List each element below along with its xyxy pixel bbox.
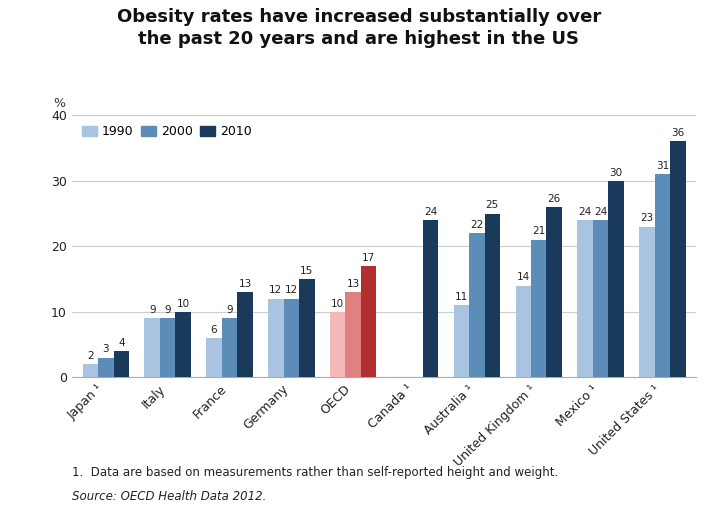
Bar [423,220,438,377]
Text: Obesity rates have increased substantially over
the past 20 years and are highes: Obesity rates have increased substantial… [117,8,601,48]
Text: 11: 11 [454,292,468,302]
Text: 31: 31 [656,161,669,171]
Text: 12: 12 [269,286,282,296]
Text: 21: 21 [532,226,546,236]
Bar [222,318,237,377]
Bar [485,214,500,377]
Bar [160,318,175,377]
Text: 36: 36 [671,128,684,138]
Text: 12: 12 [285,286,298,296]
Text: 25: 25 [486,200,499,210]
Text: 26: 26 [548,194,561,204]
Bar [670,141,686,377]
Text: 10: 10 [331,299,345,309]
Bar [345,292,361,377]
Text: %: % [54,97,65,110]
Text: 23: 23 [640,213,653,223]
Bar [83,364,98,377]
Text: 4: 4 [118,338,125,348]
Text: 13: 13 [238,279,251,289]
Text: 17: 17 [362,253,376,263]
Text: 2: 2 [87,351,93,361]
Text: 30: 30 [610,168,623,178]
Text: 1.  Data are based on measurements rather than self-reported height and weight.: 1. Data are based on measurements rather… [72,466,558,479]
Bar [577,220,593,377]
Bar [454,305,469,377]
Bar [655,174,670,377]
Text: 24: 24 [424,207,437,217]
Legend: 1990, 2000, 2010: 1990, 2000, 2010 [78,122,256,142]
Text: 6: 6 [211,325,218,335]
Bar [98,357,113,377]
Text: 15: 15 [300,266,314,276]
Bar [531,239,546,377]
Bar [268,299,284,377]
Bar [546,207,562,377]
Text: 9: 9 [164,305,171,315]
Text: 24: 24 [594,207,607,217]
Bar [206,338,222,377]
Text: 10: 10 [177,299,190,309]
Bar [639,226,655,377]
Text: 13: 13 [347,279,360,289]
Bar [237,292,253,377]
Bar [284,299,299,377]
Bar [144,318,160,377]
Bar [113,351,129,377]
Text: 24: 24 [579,207,592,217]
Bar [469,233,485,377]
Text: Source: OECD Health Data 2012.: Source: OECD Health Data 2012. [72,490,266,503]
Text: 9: 9 [149,305,156,315]
Bar [299,279,314,377]
Bar [361,266,376,377]
Bar [516,286,531,377]
Bar [608,181,624,377]
Text: 22: 22 [470,220,483,230]
Bar [330,312,345,377]
Bar [175,312,191,377]
Text: 9: 9 [226,305,233,315]
Bar [593,220,608,377]
Text: 3: 3 [103,344,109,354]
Text: 14: 14 [517,272,530,282]
